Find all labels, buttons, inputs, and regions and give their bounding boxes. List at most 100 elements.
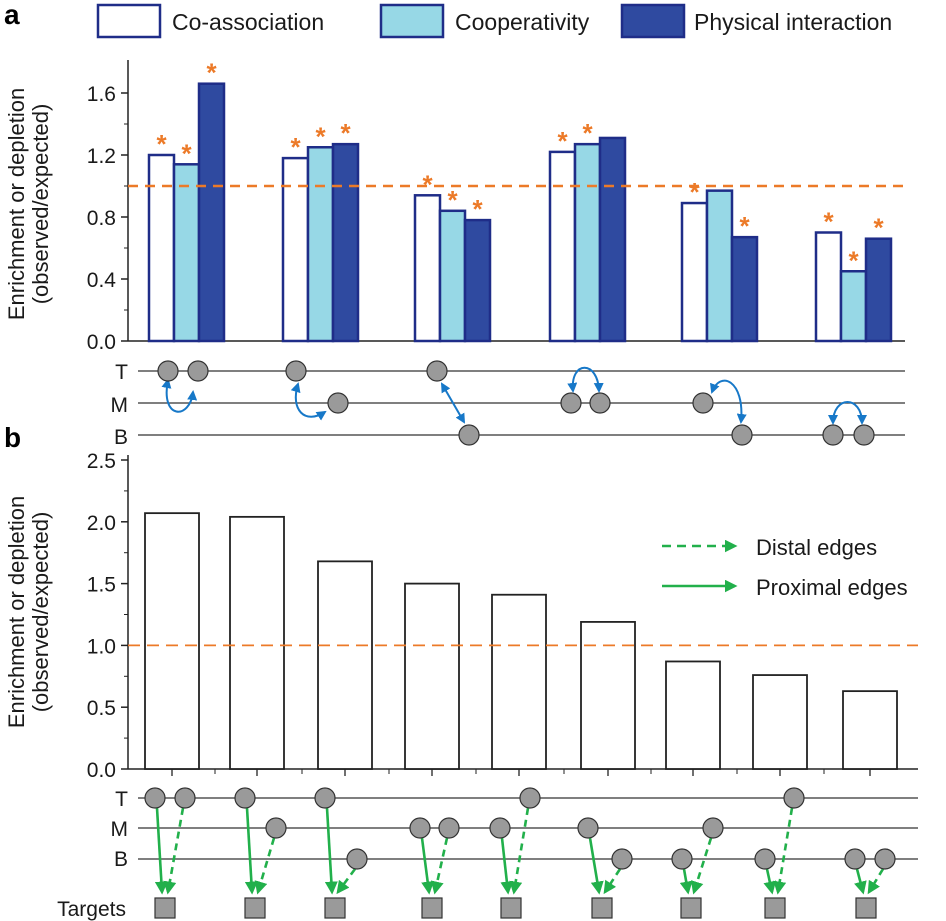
distal-edge xyxy=(867,868,885,895)
targets-label: Targets xyxy=(57,898,126,921)
legend-label-proximal: Proximal edges xyxy=(756,575,908,600)
panel-a-label: a xyxy=(4,0,20,30)
distal-edge xyxy=(690,837,713,895)
level-label-m-b: M xyxy=(111,818,129,841)
level-label-b-a: B xyxy=(114,426,128,449)
proximal-edge xyxy=(588,837,604,895)
bar-a xyxy=(413,194,442,343)
proximal-edge xyxy=(324,807,338,895)
bar-a xyxy=(172,163,201,343)
bar-a xyxy=(463,218,492,343)
y-axis-label-b: Enrichment or depletion (observed/expect… xyxy=(4,496,53,728)
y-tick-label-a: 0.0 xyxy=(87,331,116,354)
significance-star: * xyxy=(689,177,700,207)
level-label-t-a: T xyxy=(115,361,128,384)
y-tick-label-a: 1.6 xyxy=(87,83,116,106)
legend-label-cooperativity: Cooperativity xyxy=(455,9,590,35)
y-axis-label-a: Enrichment or depletion (observed/expect… xyxy=(4,88,53,320)
plot-b: 0.0 0.5 1.0 1.5 2.0 2.5 xyxy=(87,450,918,782)
node-circle xyxy=(187,360,209,382)
bar-a xyxy=(839,270,868,343)
distal-edge xyxy=(163,807,185,895)
y-axis-label-b-line2: (observed/expected) xyxy=(28,512,53,713)
distal-edge xyxy=(603,868,622,895)
legend-b: Distal edges Proximal edges xyxy=(662,535,908,600)
target-square xyxy=(764,897,786,919)
node-circle xyxy=(458,424,480,446)
bar-a xyxy=(438,209,467,343)
motif-arrow xyxy=(567,366,604,393)
bar-b xyxy=(752,674,808,770)
significance-star: * xyxy=(447,185,458,215)
node-circle xyxy=(844,848,866,870)
motif-arrow xyxy=(440,382,466,424)
bar-b xyxy=(665,660,721,770)
y-tick-label-b: 0.0 xyxy=(87,759,116,782)
legend-label-physical-interaction: Physical interaction xyxy=(694,9,892,35)
plot-a: 0.0 0.4 0.8 1.2 1.6 * * * * * * * * * * * * * * * * xyxy=(87,58,905,354)
significance-star: * xyxy=(315,121,326,151)
bar-b xyxy=(229,515,285,770)
significance-star: * xyxy=(422,169,433,199)
panel-b-label: b xyxy=(4,422,21,453)
bar-a xyxy=(864,237,893,343)
node-circle xyxy=(346,848,368,870)
node-circle xyxy=(822,424,844,446)
target-square xyxy=(680,897,702,919)
node-circle xyxy=(314,787,336,809)
bar-b xyxy=(580,621,636,770)
y-tick-label-a: 1.2 xyxy=(87,145,116,168)
node-circle xyxy=(144,787,166,809)
node-circle xyxy=(874,848,896,870)
legend-swatch-co-association xyxy=(96,3,162,39)
significance-star: * xyxy=(290,132,301,162)
distal-edge xyxy=(509,807,530,895)
target-square xyxy=(154,897,176,919)
significance-star: * xyxy=(582,118,593,148)
y-tick-label-b: 0.5 xyxy=(87,697,116,720)
proximal-edge xyxy=(679,868,693,895)
node-circle xyxy=(731,424,753,446)
node-circle xyxy=(853,424,875,446)
bar-a xyxy=(331,142,360,343)
bar-b xyxy=(317,560,373,770)
legend-label-distal: Distal edges xyxy=(756,535,877,560)
target-square xyxy=(244,897,266,919)
node-circle xyxy=(409,817,431,839)
node-circle xyxy=(327,392,349,414)
target-square xyxy=(421,897,443,919)
node-circle xyxy=(611,848,633,870)
bar-a xyxy=(680,201,709,343)
significance-star: * xyxy=(848,245,859,275)
node-circle xyxy=(589,392,611,414)
bar-a xyxy=(147,153,176,343)
bar-a xyxy=(281,156,310,343)
y-axis-label-a-line1: Enrichment or depletion xyxy=(4,88,29,320)
legend-swatch-cooperativity xyxy=(379,3,445,39)
y-axis-label-b-line1: Enrichment or depletion xyxy=(4,496,29,728)
distal-edge xyxy=(254,837,276,895)
node-circle xyxy=(285,360,307,382)
proximal-edge xyxy=(154,807,168,895)
bar-b xyxy=(491,593,547,770)
level-label-m-a: M xyxy=(111,394,129,417)
y-tick-label-b: 1.0 xyxy=(87,635,116,658)
proximal-edge xyxy=(500,837,514,895)
y-tick-label-b: 2.5 xyxy=(87,450,116,473)
node-circle xyxy=(426,360,448,382)
distal-edge xyxy=(336,868,357,895)
bar-a xyxy=(705,189,734,343)
proximal-edge xyxy=(244,807,258,895)
node-circle xyxy=(783,787,805,809)
node-circle xyxy=(174,787,196,809)
level-label-b-b: B xyxy=(114,848,128,871)
node-circle xyxy=(265,817,287,839)
target-square xyxy=(591,897,613,919)
motif-arrow xyxy=(828,401,867,425)
node-circle xyxy=(489,817,511,839)
legend-label-co-association: Co-association xyxy=(172,9,324,35)
significance-star: * xyxy=(873,213,884,243)
target-square xyxy=(500,897,522,919)
significance-star: * xyxy=(823,207,834,237)
y-tick-label-b: 1.5 xyxy=(87,574,116,597)
